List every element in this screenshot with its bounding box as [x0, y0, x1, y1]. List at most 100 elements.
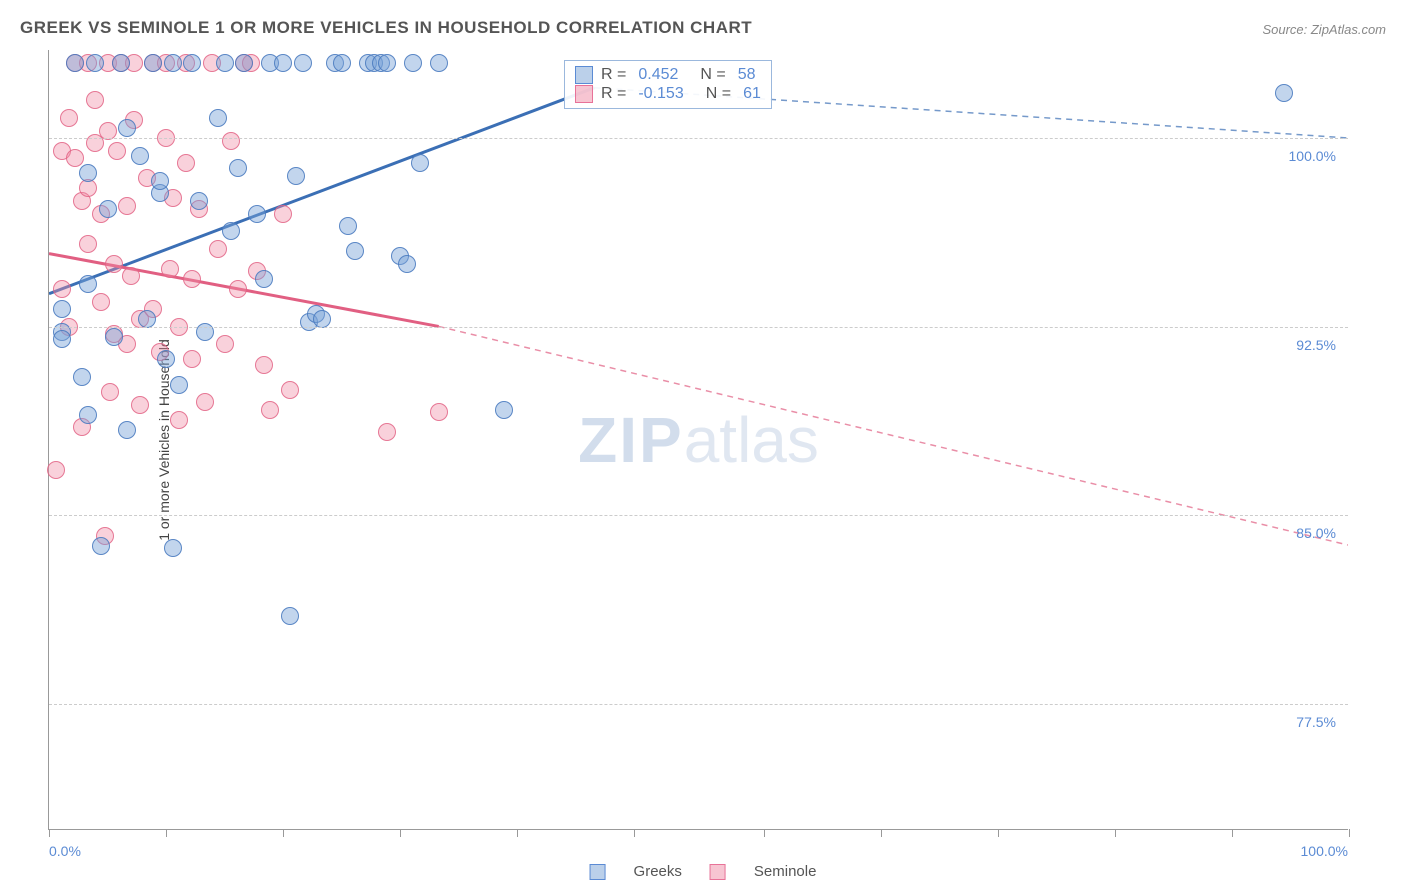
data-point	[346, 242, 364, 260]
stat-n-label: N =	[700, 66, 725, 84]
stat-r-value: -0.153	[638, 85, 683, 103]
stat-n-value: 58	[738, 66, 756, 84]
data-point	[79, 406, 97, 424]
data-point	[47, 461, 65, 479]
x-tick-label: 100.0%	[1301, 843, 1348, 859]
data-point	[216, 54, 234, 72]
x-tick	[283, 829, 284, 837]
x-tick	[998, 829, 999, 837]
data-point	[79, 164, 97, 182]
data-point	[151, 172, 169, 190]
x-tick	[400, 829, 401, 837]
data-point	[274, 205, 292, 223]
x-tick	[1349, 829, 1350, 837]
data-point	[281, 607, 299, 625]
data-point	[261, 401, 279, 419]
legend-label-greeks: Greeks	[634, 863, 682, 880]
data-point	[183, 270, 201, 288]
data-point	[101, 383, 119, 401]
data-point	[86, 54, 104, 72]
gridline	[49, 327, 1348, 328]
data-point	[144, 54, 162, 72]
y-tick-label: 77.5%	[1296, 714, 1336, 730]
chart-title: GREEK VS SEMINOLE 1 OR MORE VEHICLES IN …	[20, 18, 752, 38]
stat-r-label: R =	[601, 66, 626, 84]
data-point	[378, 423, 396, 441]
data-point	[229, 159, 247, 177]
swatch-icon	[575, 66, 593, 84]
swatch-icon	[575, 85, 593, 103]
data-point	[222, 222, 240, 240]
data-point	[131, 396, 149, 414]
data-point	[495, 401, 513, 419]
stat-r-label: R =	[601, 85, 626, 103]
x-tick	[881, 829, 882, 837]
data-point	[79, 275, 97, 293]
swatch-icon	[590, 864, 606, 880]
x-tick	[1115, 829, 1116, 837]
data-point	[112, 54, 130, 72]
data-point	[216, 335, 234, 353]
x-tick	[517, 829, 518, 837]
data-point	[161, 260, 179, 278]
data-point	[53, 280, 71, 298]
source-attribution: Source: ZipAtlas.com	[1262, 22, 1386, 37]
data-point	[53, 300, 71, 318]
data-point	[378, 54, 396, 72]
data-point	[190, 192, 208, 210]
data-point	[53, 330, 71, 348]
legend-bottom: Greeks Seminole	[590, 863, 817, 880]
data-point	[398, 255, 416, 273]
data-point	[183, 350, 201, 368]
data-point	[333, 54, 351, 72]
data-point	[281, 381, 299, 399]
y-tick-label: 100.0%	[1289, 148, 1336, 164]
x-tick-label: 0.0%	[49, 843, 81, 859]
data-point	[66, 54, 84, 72]
swatch-icon	[710, 864, 726, 880]
data-point	[118, 119, 136, 137]
data-point	[209, 109, 227, 127]
data-point	[170, 376, 188, 394]
stat-n-label: N =	[706, 85, 731, 103]
data-point	[66, 149, 84, 167]
data-point	[157, 350, 175, 368]
x-tick	[49, 829, 50, 837]
data-point	[196, 323, 214, 341]
data-point	[73, 368, 91, 386]
x-tick	[634, 829, 635, 837]
y-tick-label: 92.5%	[1296, 337, 1336, 353]
data-point	[108, 142, 126, 160]
data-point	[411, 154, 429, 172]
data-point	[105, 255, 123, 273]
data-point	[118, 197, 136, 215]
data-point	[60, 109, 78, 127]
stat-n-value: 61	[743, 85, 761, 103]
data-point	[164, 539, 182, 557]
data-point	[131, 147, 149, 165]
legend-row-greeks: R = 0.452 N = 58	[575, 66, 761, 84]
data-point	[287, 167, 305, 185]
stat-r-value: 0.452	[638, 66, 678, 84]
gridline	[49, 138, 1348, 139]
data-point	[248, 205, 266, 223]
data-point	[86, 91, 104, 109]
data-point	[138, 310, 156, 328]
chart-plot-area: 1 or more Vehicles in Household ZIPatlas…	[48, 50, 1348, 830]
data-point	[170, 411, 188, 429]
data-point	[92, 293, 110, 311]
data-point	[122, 267, 140, 285]
data-point	[99, 122, 117, 140]
data-point	[229, 280, 247, 298]
data-point	[255, 356, 273, 374]
data-point	[99, 200, 117, 218]
gridline	[49, 704, 1348, 705]
x-tick	[166, 829, 167, 837]
data-point	[79, 235, 97, 253]
data-point	[177, 154, 195, 172]
data-point	[339, 217, 357, 235]
data-point	[118, 421, 136, 439]
correlation-legend: R = 0.452 N = 58 R = -0.153 N = 61	[564, 60, 772, 109]
data-point	[274, 54, 292, 72]
data-point	[209, 240, 227, 258]
